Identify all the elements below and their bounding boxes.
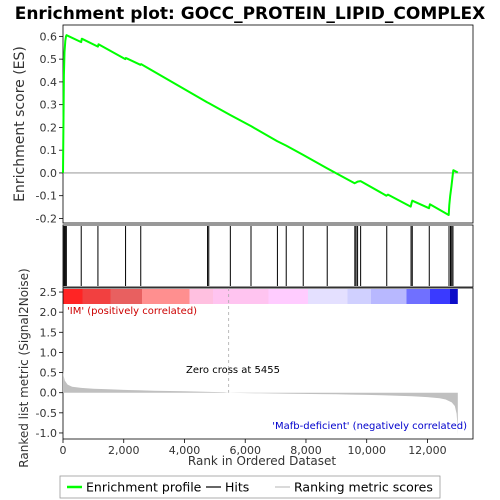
negative-correlation-label: 'Mafb-deficient' (negatively correlated) [272, 421, 467, 432]
metric-y-tick-label: 0.5 [40, 367, 58, 380]
hits-frame [62, 224, 474, 288]
legend-box [59, 475, 441, 499]
metric-y-tick-label: 0.0 [40, 387, 58, 400]
x-axis: 0 2,000 4,000 6,000 8,000 10,000 12,000 [60, 439, 447, 457]
positive-correlation-label: 'IM' (positively correlated) [67, 306, 197, 317]
metric-panel: -1.0 -0.5 0.0 0.5 1.0 1.5 2.0 2.5 Zero cross at… [17, 268, 474, 468]
heat-gradient-bar [63, 289, 458, 304]
es-y-tick-label: 0.6 [40, 30, 58, 43]
legend-label-ranking-metric: Ranking metric scores [294, 480, 433, 495]
zero-cross-annotation: Zero cross at 5455 [186, 365, 280, 376]
chart-title: Enrichment plot: GOCC_PROTEIN_LIPID_COMP… [15, 4, 486, 24]
x-tick-label: 12,000 [408, 444, 447, 457]
hits-panel [62, 224, 474, 288]
hit-markers [63, 226, 454, 286]
x-tick-label: 10,000 [347, 444, 386, 457]
es-y-tick-label: -0.2 [36, 212, 57, 225]
es-y-tick-label: 0.3 [40, 99, 58, 112]
es-y-tick-label: 0.1 [40, 144, 58, 157]
es-y-tick-label: 0.2 [40, 121, 58, 134]
x-tick-label: 8,000 [290, 444, 322, 457]
rank-heat-bar [63, 289, 458, 304]
legend-label-enrichment-profile: Enrichment profile [86, 480, 202, 495]
x-tick-label: 6,000 [229, 444, 261, 457]
metric-y-tick-label: 1.0 [40, 346, 58, 359]
metric-y-tick-label: 2.5 [40, 286, 58, 299]
metric-y-tick-label: -0.5 [36, 407, 57, 420]
es-y-axis: -0.2 -0.1 0.0 0.1 0.2 0.3 0.4 0.5 0.6 [36, 30, 63, 225]
metric-y-tick-label: -1.0 [36, 427, 57, 440]
metric-y-tick-label: 1.5 [40, 326, 58, 339]
es-y-tick-label: 0.5 [40, 53, 58, 66]
es-y-tick-label: 0.0 [40, 167, 58, 180]
es-y-tick-label: -0.1 [36, 190, 57, 203]
metric-y-axis-label: Ranked list metric (Signal2Noise) [17, 268, 31, 467]
x-tick-label: 4,000 [169, 444, 201, 457]
metric-y-axis: -1.0 -0.5 0.0 0.5 1.0 1.5 2.0 2.5 [36, 286, 63, 440]
x-tick-label: 2,000 [108, 444, 140, 457]
x-tick-label: 0 [60, 444, 67, 457]
enrichment-profile-line [62, 34, 459, 216]
es-y-tick-label: 0.4 [40, 76, 58, 89]
metric-plot-frame [62, 287, 474, 440]
metric-y-tick-label: 2.0 [40, 306, 58, 319]
es-y-axis-label: Enrichment score (ES) [12, 46, 28, 202]
legend: Enrichment profile Hits Ranking metric s… [59, 475, 441, 499]
enrichment-panel: -0.2 -0.1 0.0 0.1 0.2 0.3 0.4 0.5 0.6 Enrichment… [12, 24, 474, 225]
legend-label-hits: Hits [225, 480, 249, 495]
enrichment-plot-frame [62, 24, 474, 224]
x-axis-label: Rank in Ordered Dataset [188, 454, 336, 468]
